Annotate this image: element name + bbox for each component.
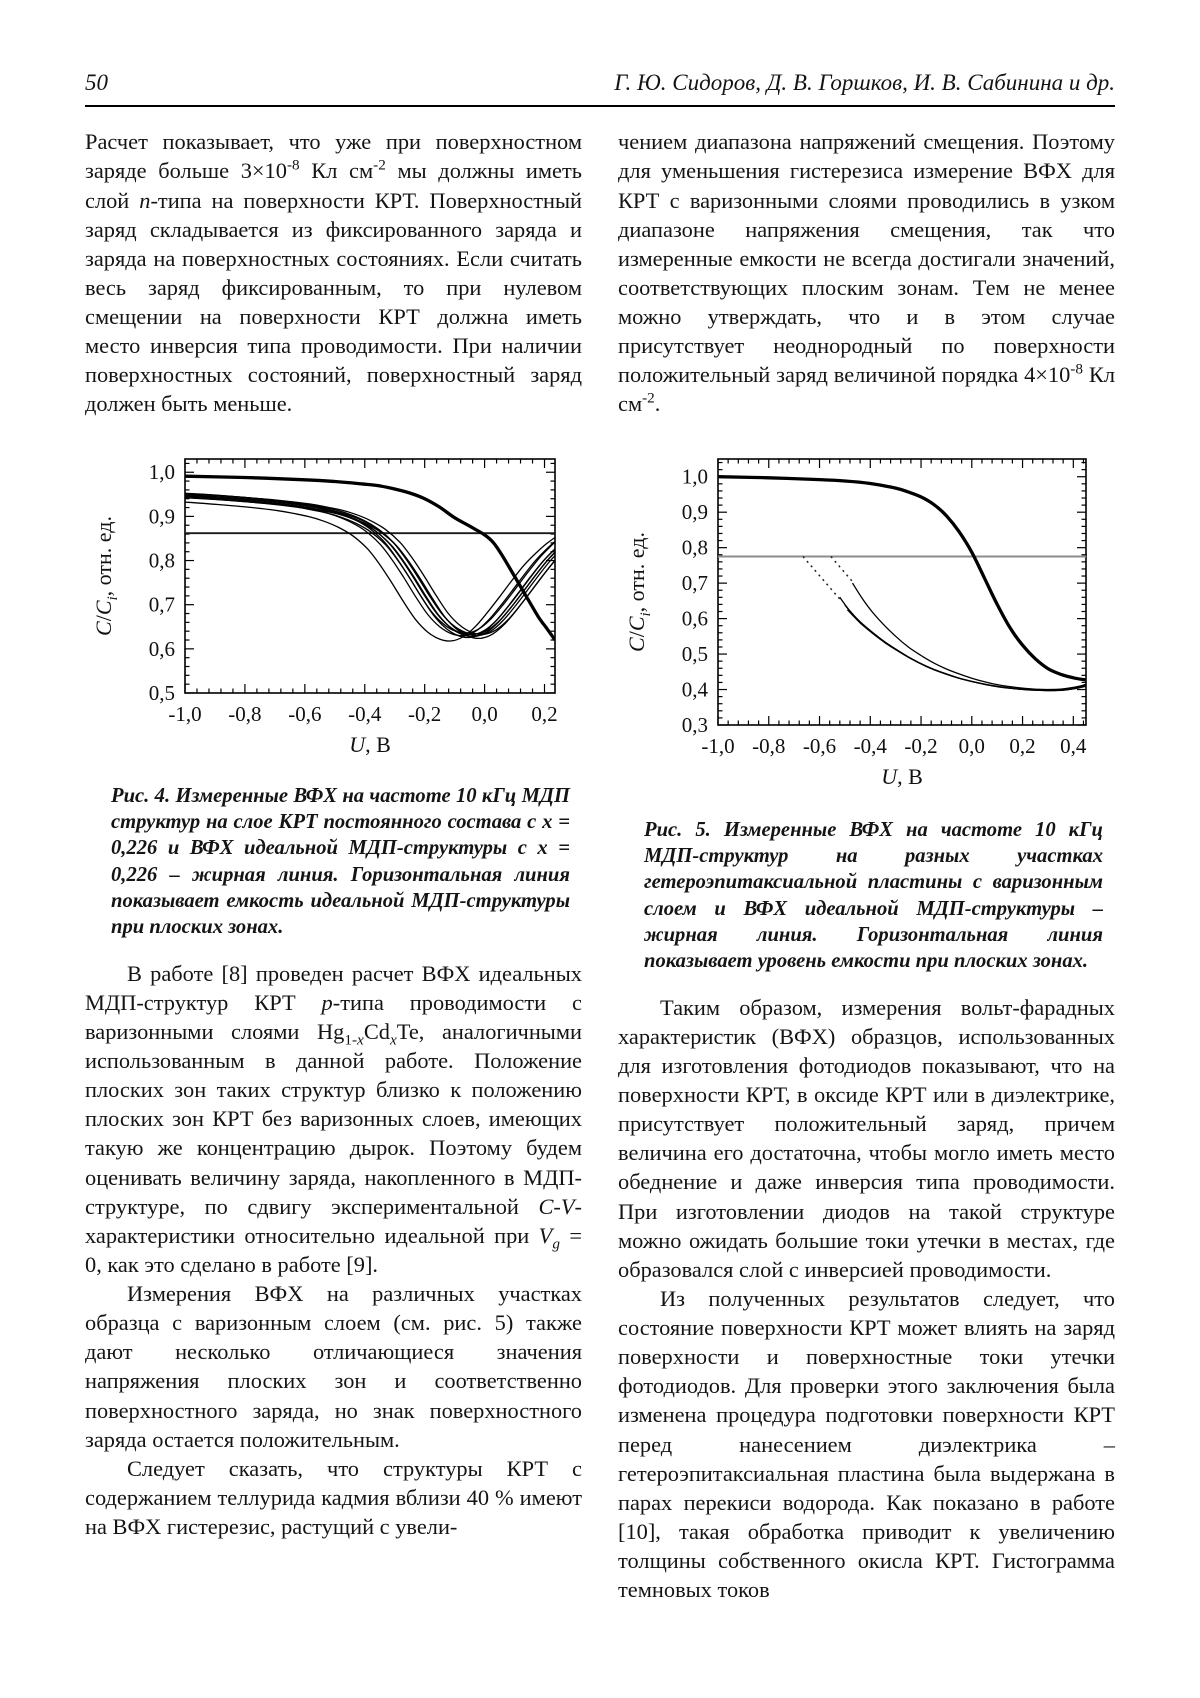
page-number: 50: [85, 70, 108, 95]
svg-text:0,5: 0,5: [682, 642, 708, 666]
svg-text:0,5: 0,5: [149, 681, 175, 705]
svg-text:0,8: 0,8: [682, 535, 708, 559]
svg-text:0,2: 0,2: [1009, 734, 1035, 758]
svg-text:0,0: 0,0: [959, 734, 985, 758]
svg-text:-1,0: -1,0: [168, 702, 201, 726]
header-rule: [85, 105, 1115, 108]
svg-text:0,9: 0,9: [149, 504, 175, 528]
svg-text:0,2: 0,2: [531, 702, 557, 726]
svg-text:-0,2: -0,2: [904, 734, 937, 758]
svg-text:0,7: 0,7: [682, 571, 708, 595]
paragraph: Расчет показывает, что уже при поверхнос…: [85, 129, 583, 417]
svg-text:0,0: 0,0: [471, 702, 497, 726]
running-head: Г. Ю. Сидоров, Д. В. Горшков, И. В. Саби…: [614, 70, 1115, 95]
figure-4-caption: Рис. 4. Измеренные ВФХ на частоте 10 кГц…: [111, 784, 570, 939]
figure-4-chart: -1,0 -0,8 -0,6 -0,4 -0,2 0,0 0,2 0,5 0,6 0,7 0,8 0,…: [91, 457, 558, 757]
svg-text:-0,4: -0,4: [348, 702, 382, 726]
svg-text:0,8: 0,8: [149, 548, 175, 572]
svg-text:0,3: 0,3: [682, 713, 708, 737]
svg-text:U, В: U, В: [881, 764, 923, 789]
svg-text:-0,2: -0,2: [408, 702, 441, 726]
paragraph: Таким образом, измерения вольт-фарадных …: [618, 994, 1115, 1282]
paragraph: Из полученных результатов следует, что с…: [618, 1285, 1115, 1603]
svg-text:0,4: 0,4: [1060, 734, 1087, 758]
paragraph: чением диапазона напряжений смещения. По…: [618, 129, 1115, 417]
figure-5-caption: Рис. 5. Измеренные ВФХ на частоте 10 кГц…: [644, 818, 1103, 973]
svg-text:-0,6: -0,6: [803, 734, 836, 758]
svg-text:1,0: 1,0: [149, 460, 175, 484]
svg-text:0,6: 0,6: [149, 636, 175, 660]
page-header: 50 Г. Ю. Сидоров, Д. В. Горшков, И. В. С…: [85, 70, 1115, 95]
right-column: чением диапазона напряжений смещения. По…: [618, 127, 1115, 1604]
figure-4: -1,0 -0,8 -0,6 -0,4 -0,2 0,0 0,2 0,5 0,6 0,7 0,8 0,…: [85, 447, 582, 941]
two-column-body: Расчет показывает, что уже при поверхнос…: [85, 127, 1115, 1604]
paragraph: В работе [8] проведен расчет ВФХ идеальн…: [85, 960, 582, 1277]
svg-text:-0,8: -0,8: [752, 734, 785, 758]
svg-text:0,6: 0,6: [682, 606, 708, 630]
left-column: Расчет показывает, что уже при поверхнос…: [85, 127, 582, 1604]
svg-text:-0,4: -0,4: [854, 734, 888, 758]
svg-text:C/Ci, отн. ед.: C/Ci, отн. ед.: [624, 532, 654, 652]
paragraph: Измерения ВФХ на различных участках обра…: [85, 1281, 582, 1452]
svg-text:U, В: U, В: [349, 732, 391, 757]
figure-5: -1,0 -0,8 -0,6 -0,4 -0,2 0,0 0,2 0,4 0,3 0,4 0,5 0,…: [618, 447, 1115, 975]
svg-text:-0,6: -0,6: [288, 702, 321, 726]
svg-text:0,4: 0,4: [682, 677, 709, 701]
figure-5-chart: -1,0 -0,8 -0,6 -0,4 -0,2 0,0 0,2 0,4 0,3 0,4 0,5 0,…: [624, 457, 1087, 789]
svg-text:-1,0: -1,0: [701, 734, 734, 758]
svg-text:0,9: 0,9: [682, 500, 708, 524]
svg-text:C/Ci, отн. ед.: C/Ci, отн. ед.: [91, 516, 121, 636]
svg-text:1,0: 1,0: [682, 464, 708, 488]
svg-text:-0,8: -0,8: [228, 702, 261, 726]
paragraph: Следует сказать, что структуры КРТ с сод…: [85, 1455, 582, 1540]
svg-text:0,7: 0,7: [149, 592, 175, 616]
